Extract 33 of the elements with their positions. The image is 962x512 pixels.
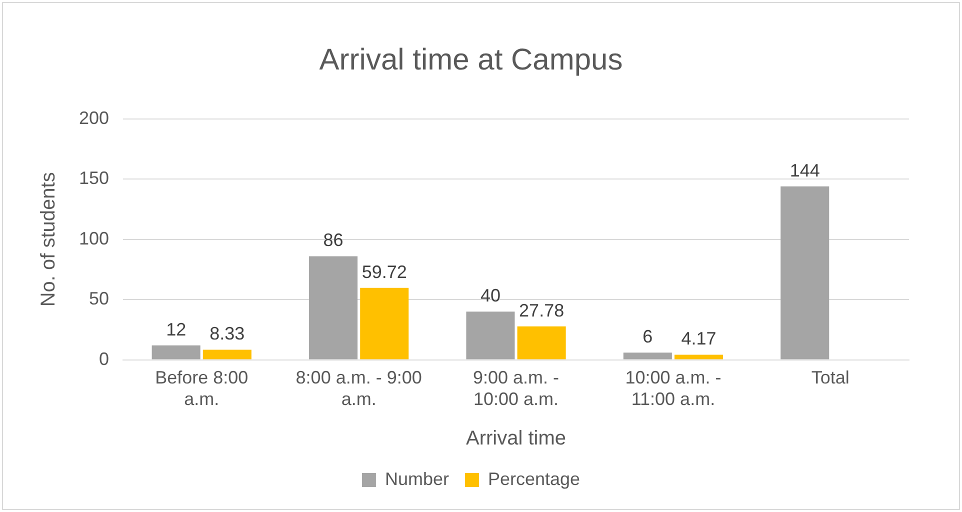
- data-label: 27.78: [519, 300, 564, 320]
- x-tick-label: Before 8:00 a.m.: [155, 368, 248, 410]
- bar: [309, 256, 358, 360]
- chart-title: Arrival time at Campus: [319, 43, 623, 76]
- x-tick-label: 8:00 a.m. - 9:00 a.m.: [296, 368, 422, 410]
- data-label: 6: [642, 326, 653, 347]
- x-tick-label: 10:00 a.m. - 11:00 a.m.: [625, 368, 722, 410]
- bar: [674, 354, 724, 360]
- data-label: 144: [790, 160, 820, 180]
- y-tick-label: 50: [89, 288, 110, 309]
- data-label: 8.33: [210, 324, 245, 344]
- bar: [152, 345, 200, 360]
- bar: [517, 326, 566, 360]
- x-tick-label: Total: [811, 368, 850, 388]
- x-axis-title: Arrival time: [466, 428, 566, 450]
- legend-label: Percentage: [488, 468, 580, 489]
- y-tick-label: 0: [99, 348, 110, 369]
- data-label: 4.17: [681, 328, 716, 349]
- data-label: 86: [323, 230, 344, 250]
- bar: [780, 186, 830, 360]
- x-tick-label: 9:00 a.m. - 10:00 a.m.: [472, 368, 560, 410]
- data-label: 59.72: [362, 262, 407, 282]
- bar: [623, 352, 672, 360]
- bar: [466, 312, 515, 360]
- y-tick-label: 150: [78, 168, 110, 188]
- data-label: 40: [480, 286, 500, 306]
- bar: [360, 288, 409, 360]
- y-tick-label: 100: [78, 228, 110, 248]
- bar: [202, 350, 252, 360]
- y-tick-label: 200: [78, 108, 110, 128]
- data-label: 12: [166, 319, 186, 340]
- legend-label: Number: [384, 468, 449, 489]
- y-axis-title: No. of students: [38, 172, 60, 307]
